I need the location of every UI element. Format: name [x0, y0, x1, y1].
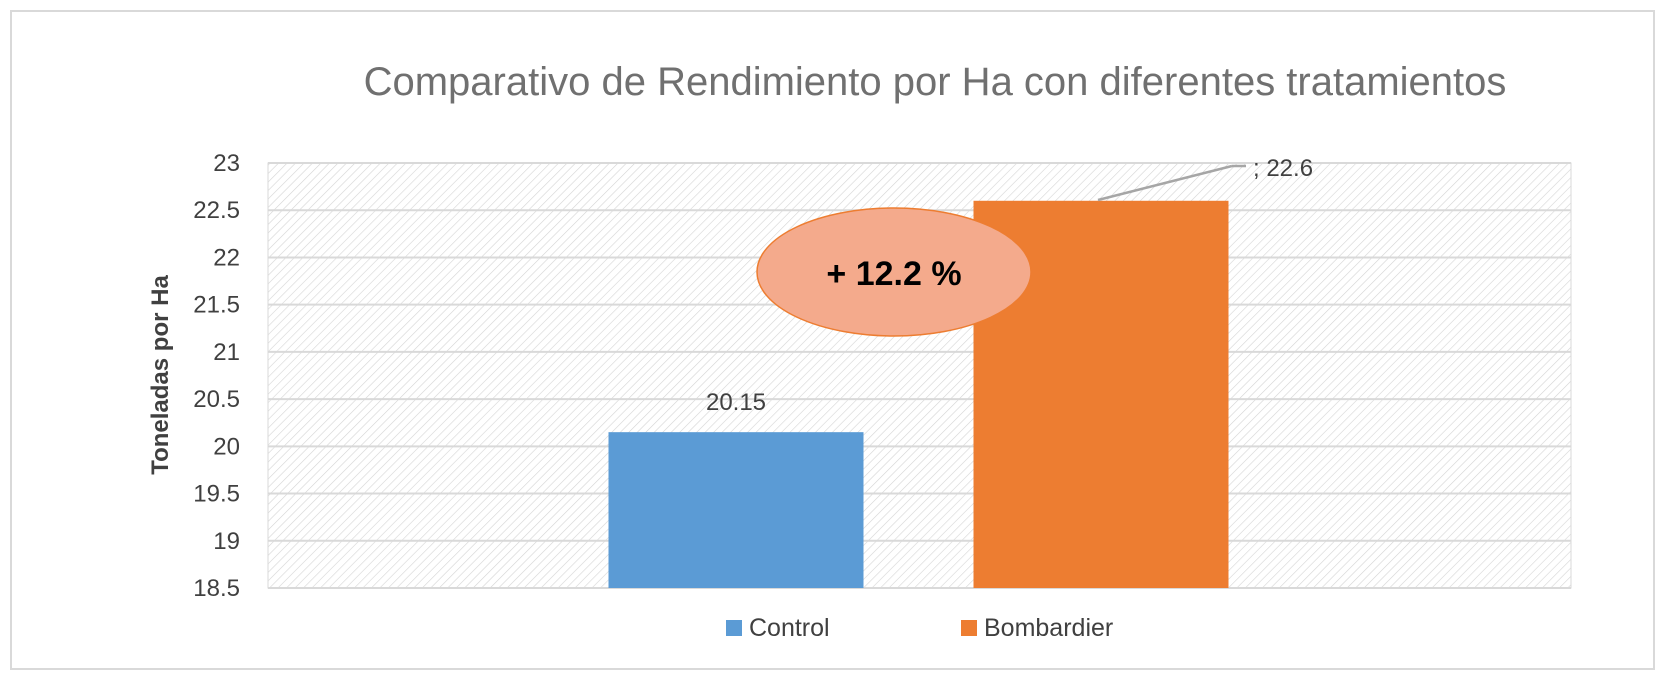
data-label-bombardier: ; 22.6 [1253, 155, 1313, 182]
y-axis-label: Toneladas por Ha [147, 275, 174, 475]
y-tick-label: 18.5 [193, 575, 240, 602]
bombardier-label-leader-line [1097, 164, 1233, 202]
y-tick-label: 19 [213, 528, 240, 555]
legend-label-control: Control [749, 614, 830, 642]
legend-swatch-control [726, 620, 742, 636]
y-tick-label: 22.5 [193, 197, 240, 224]
y-tick-label: 21 [213, 339, 240, 366]
y-tick-label: 20.5 [193, 386, 240, 413]
y-axis-ticks: 18.5 19 19.5 20 20.5 21 21.5 22 22.5 23 [193, 150, 240, 602]
y-tick-label: 20 [213, 433, 240, 460]
y-tick-label: 21.5 [193, 292, 240, 319]
y-tick-label: 23 [213, 150, 240, 177]
y-tick-label: 19.5 [193, 481, 240, 508]
chart-title: Comparativo de Rendimiento por Ha con di… [364, 60, 1507, 104]
data-label-control: 20.15 [706, 389, 766, 416]
legend-swatch-bombardier [961, 620, 977, 636]
legend-label-bombardier: Bombardier [984, 614, 1113, 642]
y-tick-label: 22 [213, 244, 240, 271]
increase-annotation-text: + 12.2 % [826, 255, 961, 293]
increase-annotation-ellipse [756, 207, 1032, 337]
bar-control [608, 432, 864, 588]
gridlines [268, 162, 1571, 589]
legend: Control Bombardier [726, 614, 1113, 642]
